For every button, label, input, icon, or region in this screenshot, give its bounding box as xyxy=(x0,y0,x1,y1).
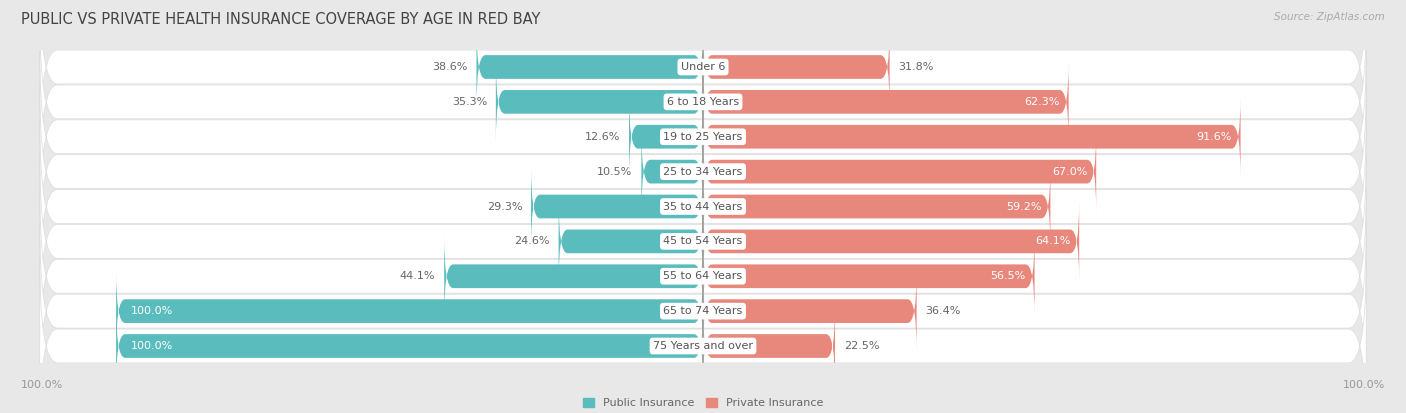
Text: 25 to 34 Years: 25 to 34 Years xyxy=(664,166,742,177)
FancyBboxPatch shape xyxy=(703,271,917,351)
FancyBboxPatch shape xyxy=(477,26,703,107)
FancyBboxPatch shape xyxy=(39,0,1367,155)
FancyBboxPatch shape xyxy=(641,131,703,212)
Text: 75 Years and over: 75 Years and over xyxy=(652,341,754,351)
Text: 29.3%: 29.3% xyxy=(486,202,522,211)
Text: 36.4%: 36.4% xyxy=(925,306,960,316)
Text: 100.0%: 100.0% xyxy=(131,306,173,316)
FancyBboxPatch shape xyxy=(39,49,1367,224)
Text: 100.0%: 100.0% xyxy=(21,380,63,390)
Text: 31.8%: 31.8% xyxy=(898,62,934,72)
Text: 44.1%: 44.1% xyxy=(399,271,436,281)
Text: Under 6: Under 6 xyxy=(681,62,725,72)
FancyBboxPatch shape xyxy=(703,236,1035,317)
FancyBboxPatch shape xyxy=(39,258,1367,413)
FancyBboxPatch shape xyxy=(39,154,1367,329)
Text: 19 to 25 Years: 19 to 25 Years xyxy=(664,132,742,142)
FancyBboxPatch shape xyxy=(496,62,703,142)
FancyBboxPatch shape xyxy=(117,306,703,387)
Text: 35 to 44 Years: 35 to 44 Years xyxy=(664,202,742,211)
Text: 35.3%: 35.3% xyxy=(451,97,486,107)
FancyBboxPatch shape xyxy=(39,119,1367,294)
FancyBboxPatch shape xyxy=(531,166,703,247)
Text: 12.6%: 12.6% xyxy=(585,132,620,142)
FancyBboxPatch shape xyxy=(703,96,1240,177)
FancyBboxPatch shape xyxy=(39,189,1367,364)
Text: 67.0%: 67.0% xyxy=(1052,166,1087,177)
FancyBboxPatch shape xyxy=(703,131,1097,212)
Text: 64.1%: 64.1% xyxy=(1035,236,1070,247)
Text: 100.0%: 100.0% xyxy=(1343,380,1385,390)
Text: 62.3%: 62.3% xyxy=(1025,97,1060,107)
FancyBboxPatch shape xyxy=(39,223,1367,399)
Text: 91.6%: 91.6% xyxy=(1197,132,1232,142)
Text: 56.5%: 56.5% xyxy=(990,271,1026,281)
Text: 100.0%: 100.0% xyxy=(131,341,173,351)
Text: 6 to 18 Years: 6 to 18 Years xyxy=(666,97,740,107)
Legend: Public Insurance, Private Insurance: Public Insurance, Private Insurance xyxy=(583,398,823,408)
FancyBboxPatch shape xyxy=(703,62,1069,142)
FancyBboxPatch shape xyxy=(703,201,1080,282)
FancyBboxPatch shape xyxy=(558,201,703,282)
Text: 22.5%: 22.5% xyxy=(844,341,879,351)
FancyBboxPatch shape xyxy=(703,166,1050,247)
Text: 45 to 54 Years: 45 to 54 Years xyxy=(664,236,742,247)
FancyBboxPatch shape xyxy=(117,271,703,351)
Text: 24.6%: 24.6% xyxy=(515,236,550,247)
FancyBboxPatch shape xyxy=(628,96,703,177)
FancyBboxPatch shape xyxy=(39,84,1367,259)
Text: 59.2%: 59.2% xyxy=(1007,202,1042,211)
Text: 55 to 64 Years: 55 to 64 Years xyxy=(664,271,742,281)
Text: 10.5%: 10.5% xyxy=(598,166,633,177)
FancyBboxPatch shape xyxy=(703,26,890,107)
Text: Source: ZipAtlas.com: Source: ZipAtlas.com xyxy=(1274,12,1385,22)
Text: PUBLIC VS PRIVATE HEALTH INSURANCE COVERAGE BY AGE IN RED BAY: PUBLIC VS PRIVATE HEALTH INSURANCE COVER… xyxy=(21,12,540,27)
FancyBboxPatch shape xyxy=(444,236,703,317)
FancyBboxPatch shape xyxy=(39,14,1367,190)
Text: 38.6%: 38.6% xyxy=(432,62,468,72)
FancyBboxPatch shape xyxy=(703,306,835,387)
Text: 65 to 74 Years: 65 to 74 Years xyxy=(664,306,742,316)
